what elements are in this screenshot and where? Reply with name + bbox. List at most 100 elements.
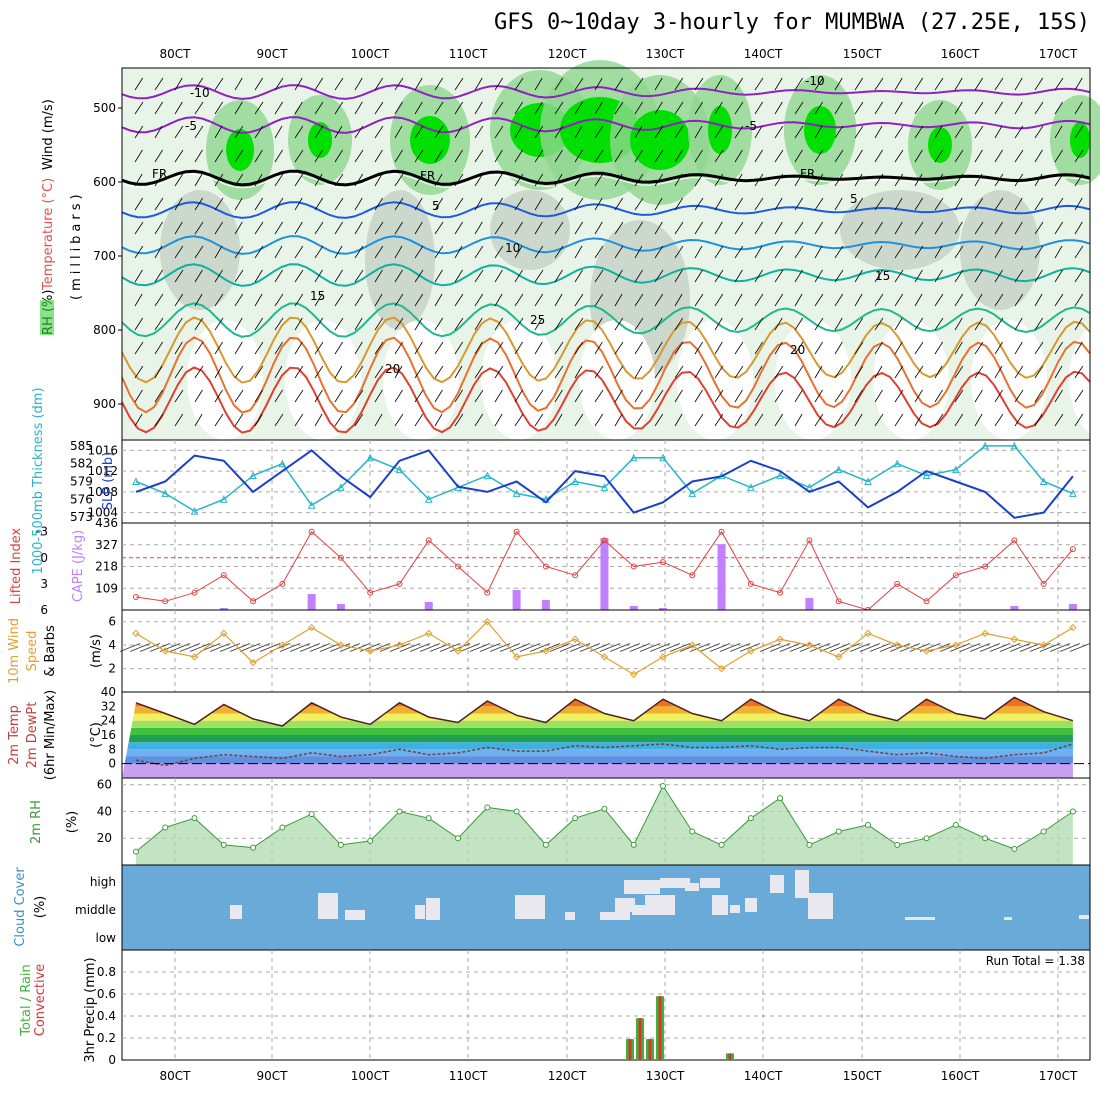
wind-speed-point [747, 647, 755, 655]
wind-barb [734, 245, 744, 259]
wind-barb [454, 365, 463, 379]
wind-barb [1054, 317, 1064, 331]
wind-barb [894, 341, 903, 355]
rh-point [601, 805, 608, 812]
wind-barb-surface [809, 643, 831, 652]
isotherm-label: 10 [505, 241, 520, 255]
rh-point [1011, 845, 1018, 852]
wind-barb [214, 101, 223, 115]
wind-barb [594, 293, 604, 307]
wind-barb [834, 101, 843, 115]
wind-speed-line [135, 620, 1074, 676]
wind-barb [174, 293, 184, 307]
wind-barb [794, 77, 804, 91]
wind-barb [214, 245, 223, 259]
wind-barb [254, 125, 264, 139]
wind-barb-surface [829, 643, 851, 652]
pressure-tick-label: 500 [93, 101, 116, 115]
time-tick-label-top: 170CT [1039, 47, 1078, 61]
wind-barb [754, 269, 763, 283]
wind-barb [314, 149, 323, 163]
wind-barb [494, 221, 504, 235]
thickness-tick-label: 582 [70, 457, 93, 471]
wind-barb [614, 293, 623, 307]
thickness-point [161, 489, 170, 497]
wind-barb [454, 173, 464, 187]
wind-barb-surface [609, 643, 631, 652]
cloud-tick-label: high [90, 875, 116, 889]
rh-point [718, 841, 725, 848]
cloud-cover-block [700, 878, 720, 888]
wind-speed-point [571, 635, 579, 643]
wind-barb [914, 77, 924, 91]
wind-barb [1034, 197, 1044, 211]
wind-barb [914, 365, 924, 379]
precip-convective-bar [728, 1053, 732, 1060]
thickness-point [132, 477, 140, 485]
wind-barb [414, 101, 423, 115]
wind-barb [534, 341, 543, 355]
rh-point [689, 828, 696, 835]
rh-contour-core [1070, 122, 1090, 158]
wind-barb [734, 221, 744, 235]
wind-barb [234, 149, 244, 163]
wind-barb [914, 269, 923, 283]
wind-barb-surface [1059, 643, 1081, 652]
lifted-index-point [455, 563, 462, 570]
wind-barb-surface [979, 643, 1001, 652]
isotherm-label: -5 [185, 119, 197, 133]
wind-barb [394, 413, 404, 427]
wind-barb [894, 317, 903, 331]
wind-barb [314, 173, 323, 187]
wind-barb [934, 389, 943, 403]
wind-speed-point [922, 647, 931, 655]
wind-barb [814, 365, 823, 379]
wind-barb [174, 245, 184, 259]
wind-barb [694, 221, 703, 235]
wind-barb [1014, 197, 1023, 211]
temp-axis-label-b-group: 2m DewPt [25, 702, 40, 769]
wind-barb [654, 269, 664, 283]
slp-series-line [135, 449, 1074, 519]
wind-barb [194, 341, 204, 355]
wind-barb [314, 365, 324, 379]
wind-barb [494, 269, 503, 283]
wind-axis-label-b: Speed [25, 631, 40, 672]
wind-barb [1074, 413, 1084, 427]
slp-tick-label: 1008 [87, 485, 118, 499]
wind-barb [634, 125, 643, 139]
rh-axis-label-group: 2m RH [29, 800, 44, 844]
rh-unit-label-group: (%) [65, 811, 80, 834]
temp-color-band [122, 735, 1073, 743]
temp-color-band [122, 756, 1073, 764]
wind-barb [994, 173, 1004, 187]
wind-barb-surface [549, 643, 571, 652]
wind-speed-point [1069, 623, 1077, 632]
wind-barb [1074, 101, 1083, 115]
wind-barb [734, 389, 743, 403]
wind-barb [214, 149, 223, 163]
isotherm-label: 15 [310, 289, 325, 303]
wind-barb [514, 101, 523, 115]
wind-barb [694, 341, 703, 355]
wind-barb [154, 317, 164, 331]
lifted-index-point [923, 598, 930, 605]
wind-barb [754, 413, 764, 427]
wind-barb [414, 221, 423, 235]
wind-barb [914, 173, 923, 187]
wind-barb [234, 221, 243, 235]
lifted-index-point [894, 580, 901, 587]
wind-barb [774, 269, 784, 283]
thickness-point [1069, 489, 1077, 497]
precip-ylabel: 3hr Precip (mm) [83, 957, 98, 1062]
wind-barb [534, 101, 543, 115]
wind-barb [734, 341, 744, 355]
wind-barb [574, 173, 584, 187]
wind-barb [134, 317, 144, 331]
wind-barb [134, 77, 144, 91]
wind-barb [1014, 125, 1024, 139]
wind-barb [394, 389, 403, 403]
wind-barb [494, 365, 504, 379]
wind-barb [834, 413, 844, 427]
lifted-index-point [250, 598, 257, 605]
